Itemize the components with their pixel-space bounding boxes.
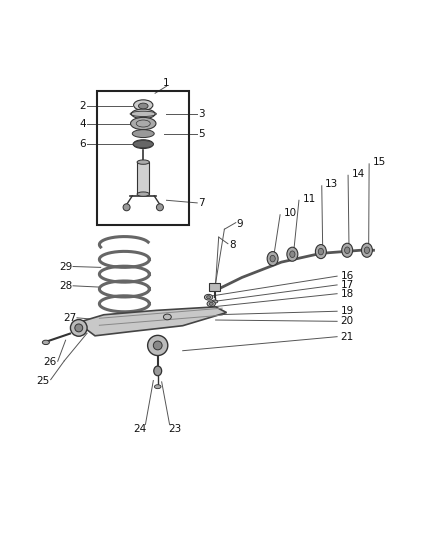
Text: 11: 11 <box>302 193 316 204</box>
Ellipse shape <box>207 301 216 306</box>
Ellipse shape <box>132 130 154 138</box>
Text: 26: 26 <box>44 357 57 367</box>
Text: 21: 21 <box>341 332 354 342</box>
Text: 25: 25 <box>37 376 50 386</box>
Circle shape <box>153 341 162 350</box>
Ellipse shape <box>70 320 87 336</box>
Ellipse shape <box>342 243 353 257</box>
Ellipse shape <box>207 296 211 298</box>
Ellipse shape <box>315 245 326 259</box>
Text: 7: 7 <box>198 198 205 208</box>
Ellipse shape <box>139 103 148 109</box>
Ellipse shape <box>287 247 298 261</box>
Ellipse shape <box>163 314 171 320</box>
Ellipse shape <box>212 300 218 303</box>
Text: 9: 9 <box>237 219 243 229</box>
Circle shape <box>123 204 130 211</box>
Ellipse shape <box>137 192 150 196</box>
Text: 15: 15 <box>373 157 386 167</box>
Polygon shape <box>77 307 227 336</box>
Ellipse shape <box>133 141 153 148</box>
Text: 28: 28 <box>59 281 72 291</box>
Ellipse shape <box>75 324 83 332</box>
Ellipse shape <box>209 302 213 305</box>
Ellipse shape <box>270 255 275 262</box>
Ellipse shape <box>154 385 161 389</box>
Text: 6: 6 <box>80 139 86 149</box>
Text: 10: 10 <box>284 208 297 218</box>
Text: 3: 3 <box>198 109 205 119</box>
Text: 18: 18 <box>341 289 354 298</box>
Text: 20: 20 <box>341 316 354 326</box>
Bar <box>209 283 220 290</box>
Ellipse shape <box>267 252 278 265</box>
Text: 24: 24 <box>134 424 147 434</box>
Ellipse shape <box>364 247 370 254</box>
Ellipse shape <box>132 109 155 119</box>
Ellipse shape <box>318 248 323 255</box>
Text: 8: 8 <box>229 240 235 251</box>
Text: 13: 13 <box>325 179 338 189</box>
Ellipse shape <box>134 100 153 110</box>
Ellipse shape <box>290 251 295 257</box>
Ellipse shape <box>361 243 372 257</box>
Ellipse shape <box>131 117 156 130</box>
Text: 4: 4 <box>80 118 86 128</box>
Text: 29: 29 <box>59 262 72 271</box>
Ellipse shape <box>137 160 150 164</box>
Ellipse shape <box>133 140 153 149</box>
Bar <box>137 162 150 194</box>
Circle shape <box>148 335 168 356</box>
Text: 23: 23 <box>169 424 182 434</box>
Text: 1: 1 <box>163 78 170 88</box>
Text: 14: 14 <box>352 168 365 179</box>
Text: 27: 27 <box>63 313 76 323</box>
Text: 16: 16 <box>341 271 354 281</box>
Text: 2: 2 <box>80 101 86 110</box>
Circle shape <box>156 204 163 211</box>
Bar <box>97 91 189 225</box>
Text: 19: 19 <box>341 306 354 316</box>
Text: 17: 17 <box>341 280 354 290</box>
Ellipse shape <box>154 366 161 376</box>
Text: 5: 5 <box>198 128 205 139</box>
Ellipse shape <box>42 340 49 344</box>
Ellipse shape <box>345 247 350 254</box>
Ellipse shape <box>205 294 213 300</box>
